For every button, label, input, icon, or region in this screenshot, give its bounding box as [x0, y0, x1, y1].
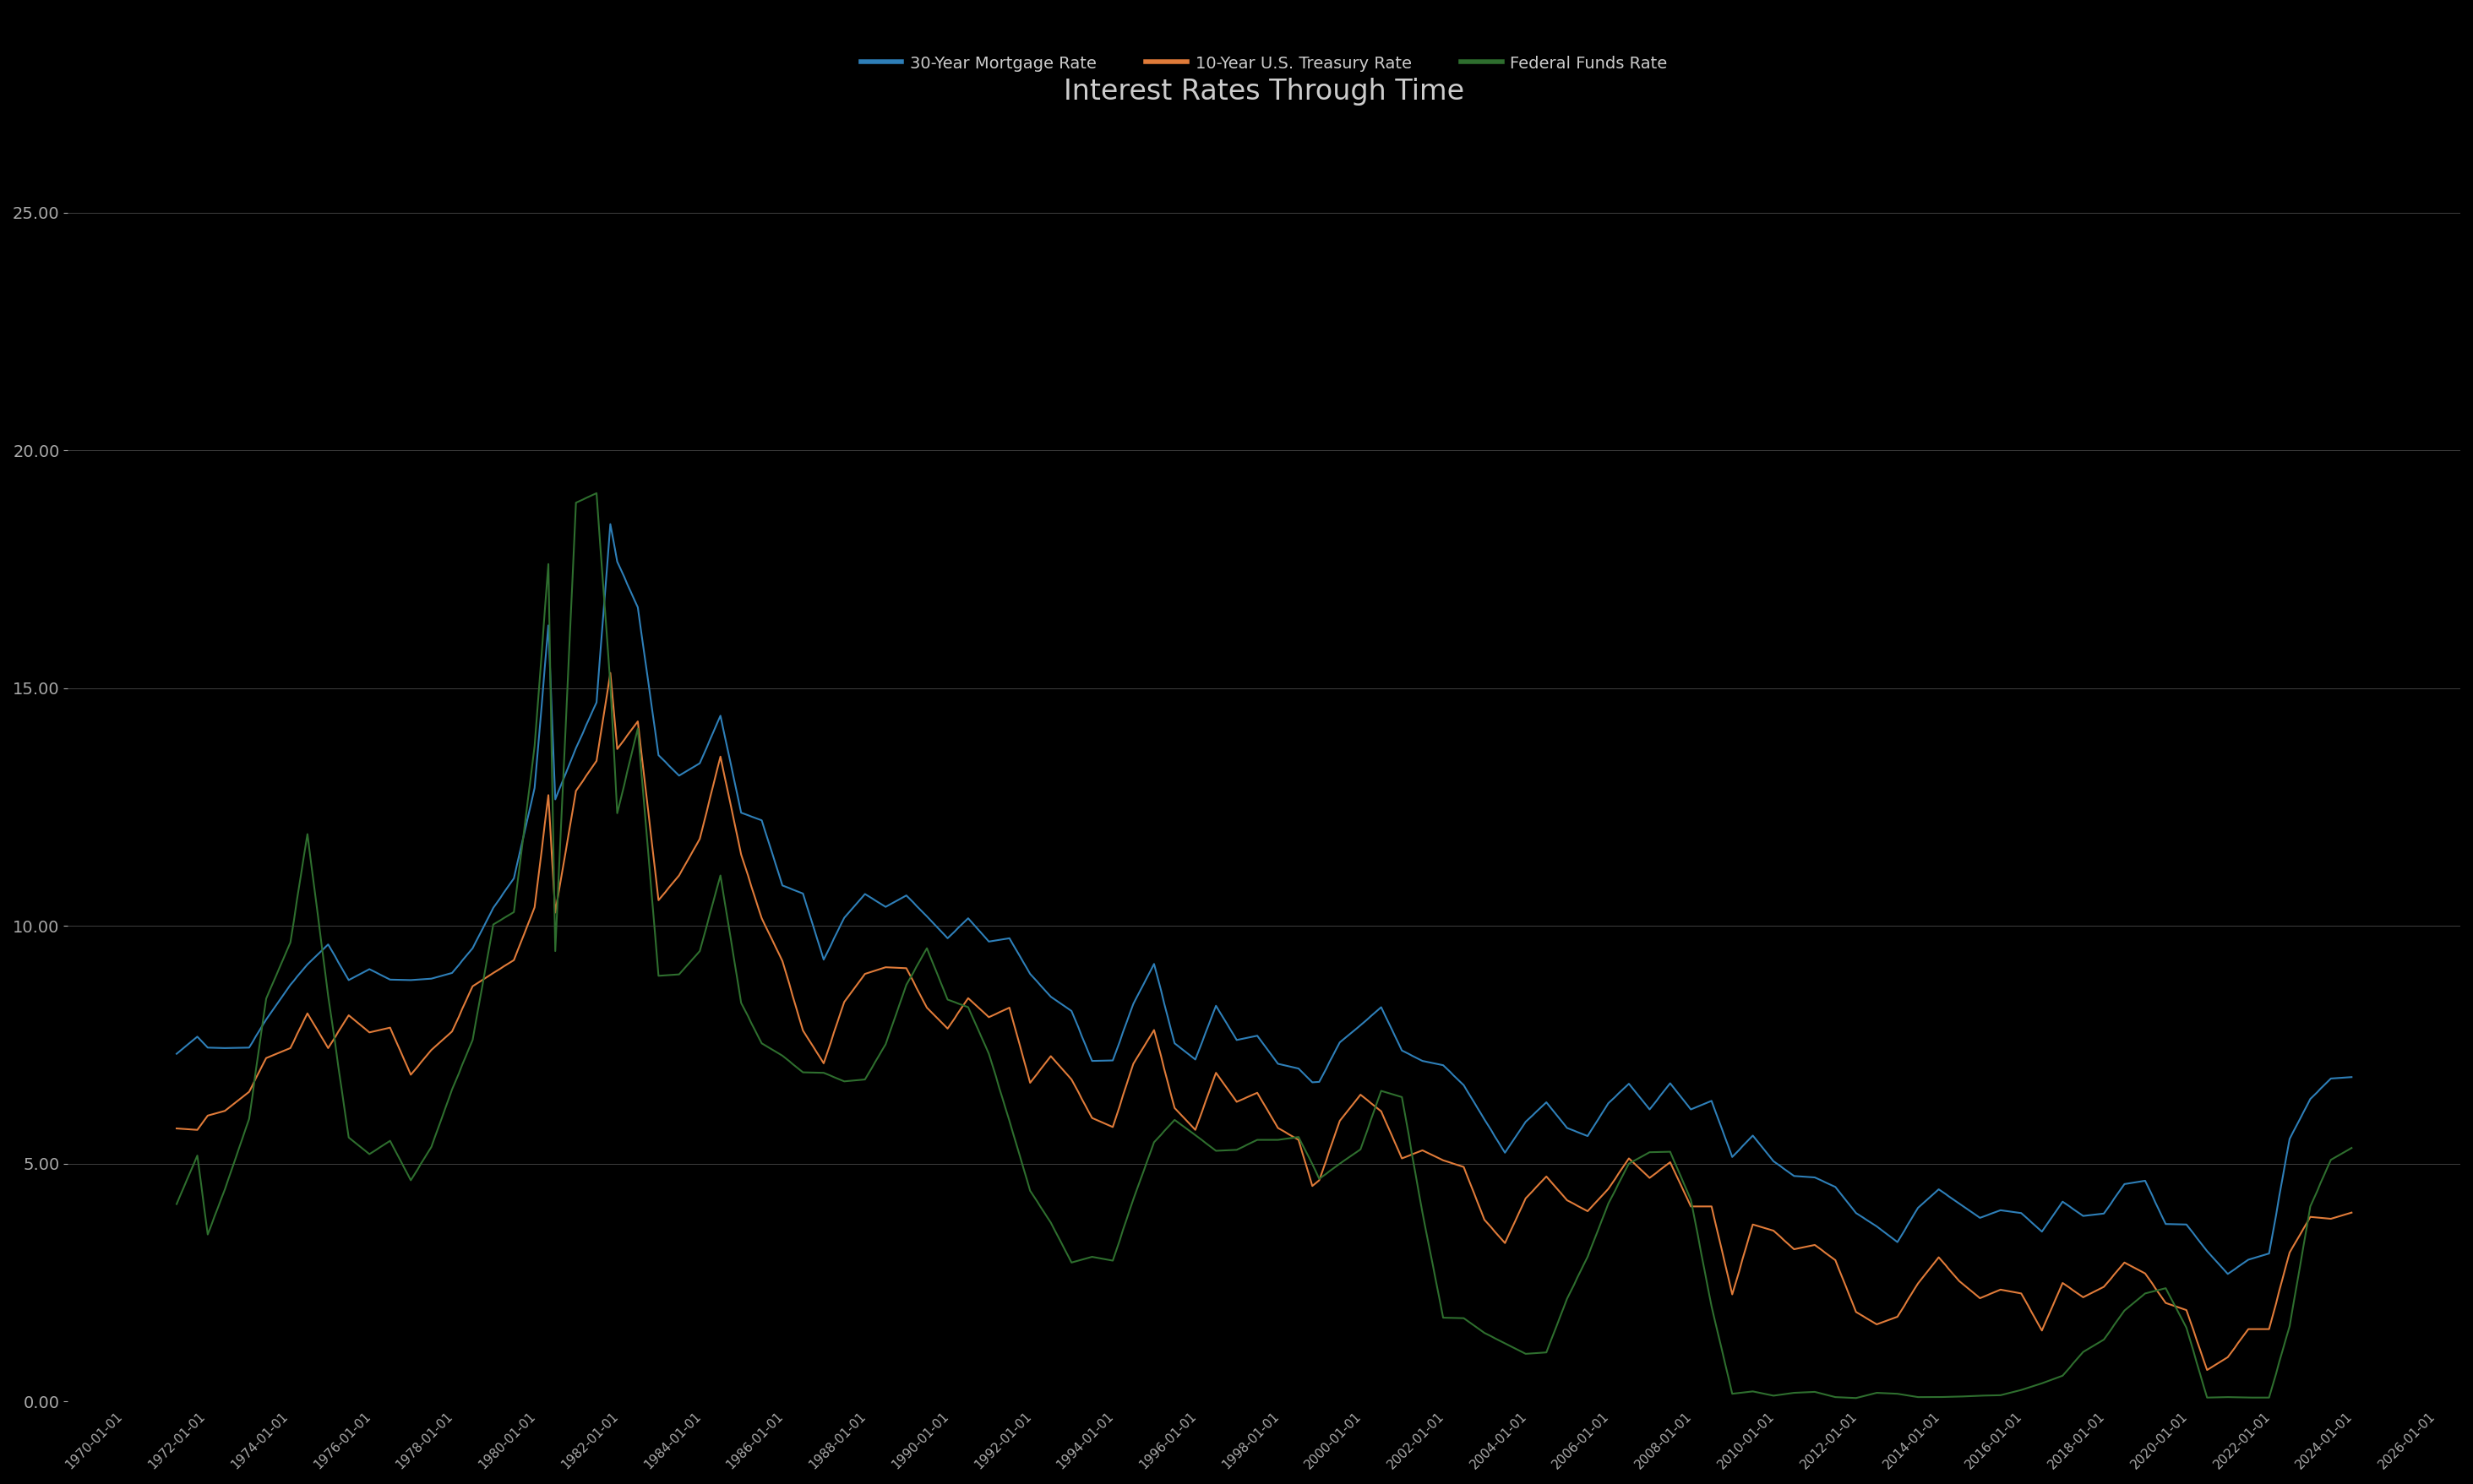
Legend: 30-Year Mortgage Rate, 10-Year U.S. Treasury Rate, Federal Funds Rate: 30-Year Mortgage Rate, 10-Year U.S. Trea…	[853, 49, 1674, 79]
Line: Federal Funds Rate: Federal Funds Rate	[176, 493, 2352, 1398]
Line: 30-Year Mortgage Rate: 30-Year Mortgage Rate	[176, 524, 2352, 1273]
Title: Interest Rates Through Time: Interest Rates Through Time	[1063, 79, 1464, 105]
Line: 10-Year U.S. Treasury Rate: 10-Year U.S. Treasury Rate	[176, 672, 2352, 1370]
